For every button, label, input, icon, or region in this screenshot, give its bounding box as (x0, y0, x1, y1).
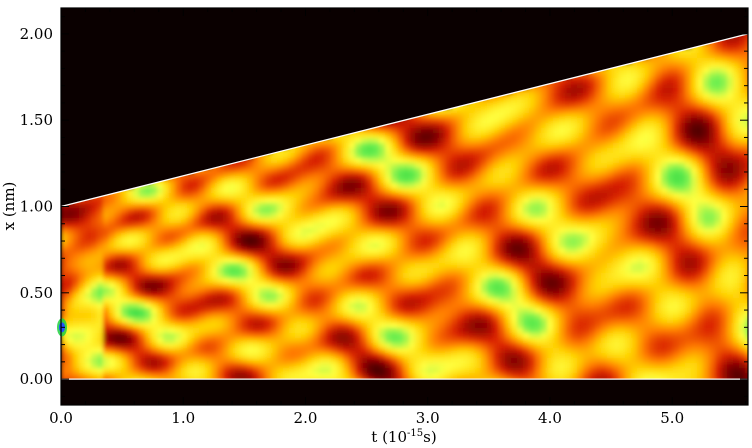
y-tick-label: 0.00 (20, 370, 53, 388)
x-tick-label: 0.0 (49, 409, 73, 427)
x-axis-title: t (10-15s) (371, 428, 436, 446)
y-tick-label: 1.50 (20, 111, 53, 129)
x-tick-label: 2.0 (294, 409, 318, 427)
x-tick-label: 1.0 (171, 409, 195, 427)
y-axis-ticks: 0.00 0.50 1.00 1.50 2.00 (20, 16, 748, 397)
upper-wall-line (60, 33, 749, 208)
x-tick-label: 5.0 (660, 409, 684, 427)
wall-boundaries (60, 33, 749, 380)
heatmap-layer (61, 33, 748, 380)
y-tick-label: 1.00 (20, 198, 53, 216)
y-axis-title: x (nm) (0, 182, 18, 231)
x-tick-label: 4.0 (538, 409, 562, 427)
y-tick-label: 0.50 (20, 284, 53, 302)
x-tick-label: 3.0 (416, 409, 440, 427)
y-tick-label: 2.00 (20, 25, 53, 43)
x-axis-ticks: 0.0 1.0 2.0 3.0 4.0 5.0 (49, 8, 747, 427)
